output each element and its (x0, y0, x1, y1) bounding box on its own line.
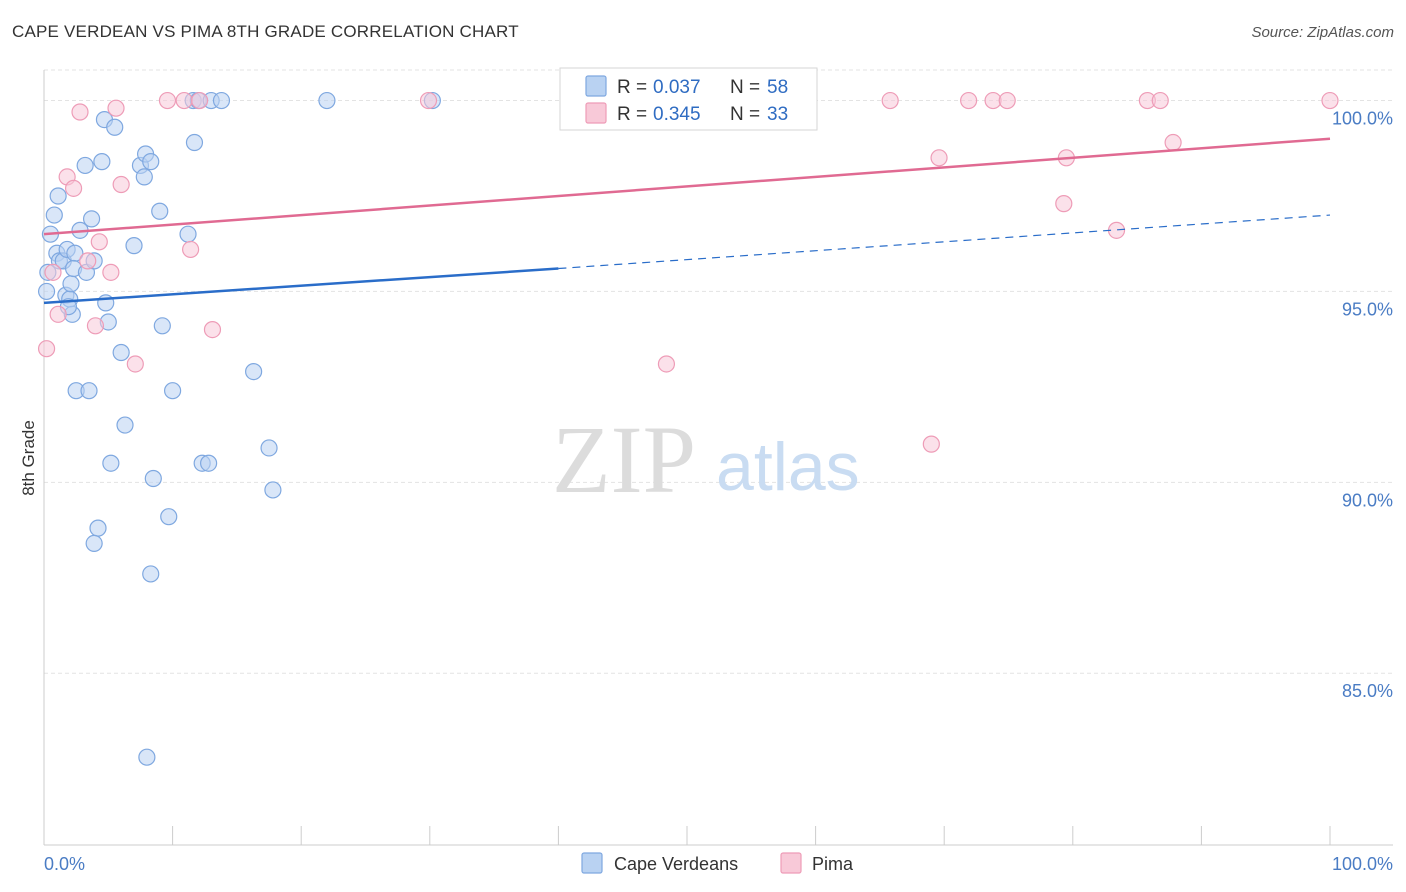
data-point-cape-verdean (179, 225, 197, 243)
data-point-cape-verdean (45, 206, 63, 224)
data-point-pima (37, 340, 56, 358)
y-tick-label: 100.0% (1332, 109, 1393, 129)
data-point-pima (998, 91, 1016, 110)
bottom-legend-label-pink: Pima (812, 854, 854, 874)
data-point-cape-verdean (151, 202, 169, 220)
y-tick-label: 90.0% (1342, 490, 1393, 510)
watermark: ZIP atlas (552, 406, 860, 513)
data-point-cape-verdean (89, 519, 107, 537)
data-point-pima (79, 252, 97, 270)
data-point-pima (90, 233, 108, 251)
data-point-cape-verdean (49, 187, 67, 205)
data-point-pima (175, 91, 193, 110)
data-point-pima (930, 149, 948, 167)
legend-swatch-pink (585, 102, 607, 124)
data-point-pima (64, 179, 83, 197)
legend-n-value-pink: 33 (767, 104, 788, 125)
data-point-cape-verdean (142, 565, 160, 583)
legend: R = 0.037 N = 58 R = 0.345 N = 33 (559, 67, 818, 131)
data-point-pima (44, 263, 62, 281)
data-point-cape-verdean (135, 168, 153, 186)
legend-r-label-blue: R = (617, 77, 647, 98)
data-point-pima (71, 103, 89, 121)
legend-swatch-blue (585, 75, 607, 97)
data-point-pima (191, 91, 209, 110)
data-point-cape-verdean (153, 317, 171, 335)
data-point-pima (112, 175, 130, 194)
legend-n-value-blue: 58 (767, 77, 788, 98)
data-point-cape-verdean (37, 282, 56, 301)
series-pima (37, 91, 1339, 453)
trend-lines (43, 137, 1331, 305)
data-point-pima (922, 435, 940, 453)
legend-n-label-blue: N = (730, 77, 760, 98)
trend-line-cape-verdeans-projection (558, 214, 1331, 270)
y-axis-title: 8th Grade (19, 420, 38, 496)
data-point-cape-verdean (112, 343, 130, 362)
data-point-cape-verdean (260, 439, 278, 457)
data-point-cape-verdean (125, 237, 143, 255)
data-point-cape-verdean (82, 210, 101, 228)
data-point-cape-verdean (318, 91, 336, 110)
data-point-pima (158, 91, 177, 110)
legend-r-value-pink: 0.345 (653, 104, 701, 125)
data-point-pima (86, 317, 105, 335)
data-point-pima (657, 355, 676, 373)
axes (43, 70, 1393, 846)
chart-title: CAPE VERDEAN VS PIMA 8TH GRADE CORRELATI… (12, 22, 519, 41)
data-point-cape-verdean (93, 153, 111, 171)
data-point-pima (49, 305, 67, 323)
data-point-cape-verdean (62, 275, 80, 293)
data-point-cape-verdean (212, 91, 231, 110)
bottom-legend-swatch-pink (780, 852, 802, 874)
watermark-atlas: atlas (716, 429, 860, 505)
data-point-pima (419, 91, 438, 110)
source-label: Source: ZipAtlas.com (1251, 24, 1394, 41)
trend-line-pima (43, 137, 1331, 236)
data-point-pima (107, 99, 125, 117)
data-point-cape-verdean (85, 534, 103, 552)
data-point-cape-verdean (138, 748, 156, 766)
bottom-legend-label-blue: Cape Verdeans (614, 854, 738, 874)
bottom-legend-swatch-blue (581, 852, 603, 874)
data-point-cape-verdean (264, 481, 282, 499)
data-point-cape-verdean (164, 382, 182, 400)
y-tick-label: 95.0% (1342, 299, 1393, 319)
data-point-cape-verdean (245, 363, 263, 381)
x-tick-label-right: 100.0% (1332, 854, 1393, 874)
bottom-legend: Cape Verdeans Pima (581, 852, 854, 874)
y-tick-label: 85.0% (1342, 681, 1393, 701)
data-point-cape-verdean (144, 469, 162, 488)
data-point-cape-verdean (142, 153, 160, 171)
data-point-pima (1321, 91, 1339, 110)
data-point-cape-verdean (185, 133, 204, 152)
legend-n-label-pink: N = (730, 104, 760, 125)
data-point-pima (1055, 195, 1073, 213)
data-point-cape-verdean (106, 118, 124, 136)
legend-r-value-blue: 0.037 (653, 77, 701, 98)
data-point-cape-verdean (160, 508, 178, 526)
data-point-pima (881, 91, 899, 110)
data-point-pima (182, 240, 200, 259)
y-tick-labels: 85.0% 90.0% 95.0% 100.0% (1332, 109, 1393, 702)
watermark-zip: ZIP (552, 406, 696, 513)
data-point-pima (203, 321, 222, 339)
trend-line-cape-verdeans (43, 267, 559, 305)
data-point-cape-verdean (80, 382, 98, 400)
data-point-pima (102, 263, 120, 281)
legend-r-label-pink: R = (617, 104, 647, 125)
data-point-pima (126, 355, 144, 373)
x-tick-label-left: 0.0% (44, 854, 85, 874)
data-point-cape-verdean (102, 454, 120, 472)
data-point-cape-verdean (76, 156, 94, 175)
data-point-cape-verdean (116, 416, 134, 434)
data-point-pima (1164, 133, 1182, 152)
data-point-pima (960, 91, 978, 110)
data-point-cape-verdean (200, 454, 218, 472)
data-point-pima (1151, 91, 1169, 110)
series-cape-verdeans (37, 91, 441, 766)
